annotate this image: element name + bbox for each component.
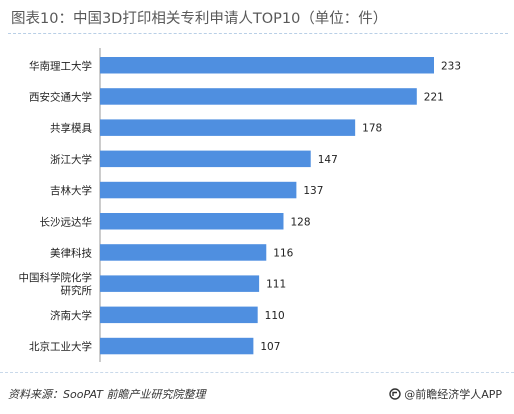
category-label-7: 美律科技: [50, 246, 92, 259]
category-label-9: 济南大学: [50, 309, 92, 322]
value-label-5: 137: [303, 185, 323, 197]
value-label-7: 116: [273, 247, 293, 259]
bar-5: [100, 181, 297, 199]
brand-logo-icon: [389, 388, 401, 400]
bar-chart: 233 华南理工大学 221 西安交通大学 178 共享模具 147 浙江大学 137 吉林大学 1…: [19, 48, 461, 362]
category-label-6: 长沙远达华: [40, 215, 93, 228]
source-note: 资料来源：SooPAT 前瞻产业研究院整理: [8, 388, 206, 401]
brand-text: @前瞻经济学人APP: [404, 388, 502, 401]
bar-2: [100, 88, 417, 105]
value-label-3: 178: [362, 123, 382, 135]
bar-1: [100, 57, 434, 74]
category-label-8: 中国科学院化学研究所: [19, 271, 93, 297]
bar-9: [100, 306, 258, 324]
value-label-9: 110: [265, 310, 285, 322]
bar-10: [100, 337, 254, 355]
category-label-3: 共享模具: [50, 122, 92, 135]
value-label-10: 107: [260, 341, 280, 353]
bar-3: [100, 119, 356, 136]
bar-6: [100, 213, 284, 230]
value-label-1: 233: [441, 60, 461, 72]
category-label-1: 华南理工大学: [29, 59, 92, 72]
bar-8: [100, 275, 260, 292]
bar-4: [100, 150, 311, 168]
category-label-10: 北京工业大学: [29, 340, 92, 353]
bar-7: [100, 244, 267, 261]
category-label-4: 浙江大学: [50, 153, 92, 166]
value-label-2: 221: [424, 91, 444, 103]
category-label-2: 西安交通大学: [29, 90, 92, 103]
category-label-5: 吉林大学: [50, 184, 92, 197]
value-label-8: 111: [266, 279, 286, 291]
value-label-4: 147: [318, 154, 338, 166]
chart-title: 图表10：中国3D打印相关专利申请人TOP10（单位：件）: [11, 11, 388, 27]
footer-divider: [0, 372, 514, 373]
title-divider: [8, 33, 508, 34]
brand-credit: @前瞻经济学人APP: [389, 386, 502, 402]
value-label-6: 128: [290, 216, 310, 228]
